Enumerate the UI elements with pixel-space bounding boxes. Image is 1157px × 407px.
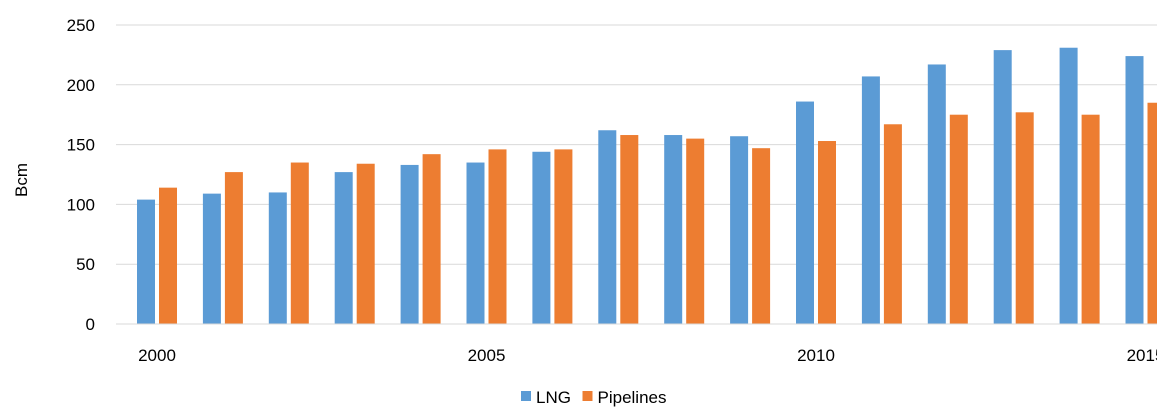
- bar-pipelines-2014: [1081, 114, 1100, 324]
- y-axis-title: Bcm: [12, 163, 31, 197]
- bar-lng-2008: [664, 135, 683, 324]
- y-tick-label: 150: [67, 136, 95, 155]
- x-tick-label: 2005: [468, 346, 506, 365]
- bar-lng-2006: [532, 151, 551, 324]
- bar-lng-2012: [927, 64, 946, 324]
- legend-label-pipelines: Pipelines: [598, 388, 667, 407]
- bar-lng-2015: [1125, 56, 1144, 324]
- legend-swatch-pipelines: [582, 391, 593, 401]
- y-tick-label: 200: [67, 76, 95, 95]
- bar-pipelines-2015: [1147, 102, 1157, 325]
- y-tick-label: 250: [67, 16, 95, 35]
- y-tick-label: 0: [86, 315, 95, 334]
- bar-lng-2005: [466, 162, 485, 324]
- bar-pipelines-2013: [1015, 112, 1034, 324]
- bar-pipelines-2002: [290, 162, 309, 324]
- bar-pipelines-2000: [159, 187, 177, 324]
- bar-lng-2004: [400, 164, 419, 324]
- bar-lng-2000: [137, 199, 155, 324]
- legend: LNG Pipelines: [521, 388, 667, 407]
- bar-lng-2010: [796, 101, 814, 324]
- bar-pipelines-2012: [949, 114, 968, 324]
- bars: [137, 47, 1157, 325]
- bar-lng-2001: [202, 193, 221, 324]
- bar-pipelines-2010: [818, 141, 836, 324]
- y-tick-label: 100: [67, 195, 95, 214]
- bar-lng-2002: [268, 192, 287, 324]
- bar-lng-2009: [730, 136, 749, 324]
- bar-pipelines-2011: [883, 124, 902, 324]
- bar-pipelines-2003: [356, 163, 375, 324]
- y-tick-label: 50: [76, 255, 95, 274]
- bar-pipelines-2008: [686, 138, 705, 324]
- legend-swatch-lng: [521, 391, 531, 401]
- bar-pipelines-2009: [752, 148, 771, 324]
- bar-lng-2013: [993, 50, 1012, 325]
- x-tick-label: 2000: [138, 346, 176, 365]
- x-axis-ticks: 2000 2005 2010 2015: [138, 346, 1157, 365]
- bar-lng-2007: [598, 130, 617, 324]
- bar-pipelines-2001: [224, 172, 243, 324]
- bar-pipelines-2007: [620, 135, 639, 324]
- bar-pipelines-2005: [488, 149, 507, 324]
- bar-lng-2014: [1059, 47, 1078, 324]
- y-axis-ticks: 0 50 100 150 200 250: [67, 16, 95, 334]
- bar-lng-2003: [334, 172, 353, 324]
- bar-lng-2011: [861, 76, 880, 324]
- legend-label-lng: LNG: [536, 388, 571, 407]
- x-tick-label: 2010: [797, 346, 835, 365]
- bar-pipelines-2004: [422, 154, 441, 324]
- x-tick-label: 2015: [1127, 346, 1157, 365]
- bar-pipelines-2006: [554, 149, 573, 324]
